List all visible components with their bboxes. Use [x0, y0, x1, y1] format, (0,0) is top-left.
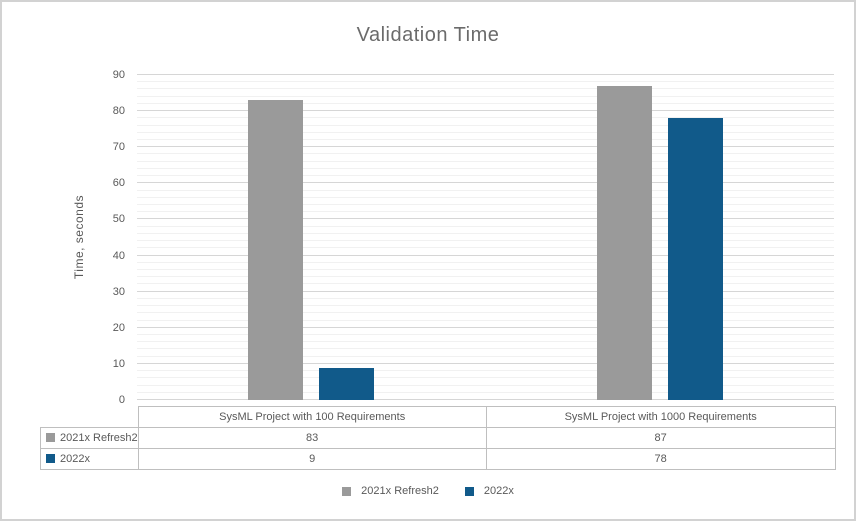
minor-gridline [137, 102, 834, 104]
bar-2022x-category-2 [667, 118, 723, 400]
major-gridline [137, 254, 834, 256]
series-swatch-icon [46, 454, 55, 463]
chart-title: Validation Time [356, 24, 500, 46]
plot-area [137, 74, 834, 400]
bar-2022x-category-1 [319, 367, 375, 400]
table-value: 87 [485, 427, 836, 449]
minor-gridline [137, 334, 834, 335]
table-value: 78 [485, 448, 836, 470]
y-tick-label: 90 [112, 69, 125, 81]
minor-gridline [137, 189, 834, 191]
table-row: 2022x 9 78 [40, 448, 836, 470]
minor-gridline [137, 131, 834, 133]
major-gridline [137, 146, 834, 148]
y-axis-tick-labels: 0 10 20 30 40 50 60 70 80 90 [87, 69, 125, 406]
minor-gridline [137, 160, 834, 162]
minor-gridline [137, 391, 834, 393]
table-category-header: SysML Project with 1000 Requirements [485, 406, 836, 428]
legend-item-2021x-refresh2: 2021x Refresh2 [342, 485, 439, 497]
table-value: 83 [137, 427, 487, 449]
minor-gridline [137, 247, 834, 249]
minor-gridline [137, 225, 834, 227]
minor-gridline [137, 196, 834, 198]
y-tick-label: 70 [112, 141, 125, 154]
y-tick-label: 40 [112, 249, 125, 262]
minor-gridline [137, 175, 834, 177]
y-axis-title-text: Time, seconds [72, 195, 86, 280]
minor-gridline [137, 283, 834, 285]
major-gridline [137, 399, 834, 400]
series-name: 2022x [60, 453, 90, 465]
legend: 2021x Refresh2 2022x [2, 485, 854, 497]
minor-gridline [137, 261, 834, 263]
bar-2021x-refresh2-category-1 [248, 100, 304, 400]
major-gridline [137, 362, 834, 364]
minor-gridline [137, 88, 834, 90]
minor-gridline [137, 355, 834, 357]
table-header-row: SysML Project with 100 Requirements SysM… [41, 406, 836, 428]
minor-gridline [137, 319, 834, 321]
minor-gridline [137, 232, 834, 234]
minor-gridline [137, 276, 834, 278]
major-gridline [137, 182, 834, 184]
minor-gridline [137, 370, 834, 372]
table-value: 9 [137, 448, 487, 470]
y-tick-label: 0 [118, 394, 125, 406]
table-series-label-2022x: 2022x [40, 448, 139, 470]
minor-gridline [137, 167, 834, 169]
minor-gridline [137, 95, 834, 97]
bar-2021x-refresh2-category-2 [596, 85, 652, 400]
table-row: 2021x Refresh2 83 87 [40, 427, 836, 449]
minor-gridline [137, 240, 834, 242]
minor-gridline [137, 312, 834, 314]
legend-swatch-icon [464, 486, 474, 496]
major-gridline [137, 290, 834, 292]
minor-gridline [137, 124, 834, 126]
y-tick-label: 10 [112, 357, 125, 370]
minor-gridline [137, 269, 834, 270]
minor-gridline [137, 139, 834, 140]
y-tick-label: 60 [112, 177, 125, 190]
y-tick-label: 30 [112, 285, 125, 298]
major-gridline [137, 218, 834, 220]
minor-gridline [137, 305, 834, 307]
series-swatch-icon [46, 433, 55, 442]
minor-gridline [137, 204, 834, 205]
major-gridline [137, 74, 834, 75]
table-series-label-2021x-refresh2: 2021x Refresh2 [40, 427, 139, 449]
table-category-header: SysML Project with 100 Requirements [137, 406, 487, 428]
major-gridline [137, 110, 834, 112]
minor-gridline [137, 81, 834, 83]
legend-label: 2021x Refresh2 [361, 485, 439, 497]
y-tick-label: 50 [112, 213, 125, 226]
minor-gridline [137, 341, 834, 343]
minor-gridline [137, 297, 834, 299]
minor-gridline [137, 377, 834, 379]
minor-gridline [137, 117, 834, 119]
minor-gridline [137, 348, 834, 350]
y-tick-label: 20 [112, 321, 125, 334]
legend-item-2022x: 2022x [464, 485, 514, 497]
data-table: SysML Project with 100 Requirements SysM… [40, 406, 836, 470]
minor-gridline [137, 384, 834, 386]
legend-label: 2022x [483, 485, 514, 497]
y-tick-label: 80 [112, 105, 125, 118]
table-corner-cell [41, 407, 139, 428]
series-name: 2021x Refresh2 [60, 432, 138, 444]
minor-gridline [137, 153, 834, 155]
minor-gridline [137, 211, 834, 213]
legend-swatch-icon [342, 486, 352, 496]
major-gridline [137, 326, 834, 328]
